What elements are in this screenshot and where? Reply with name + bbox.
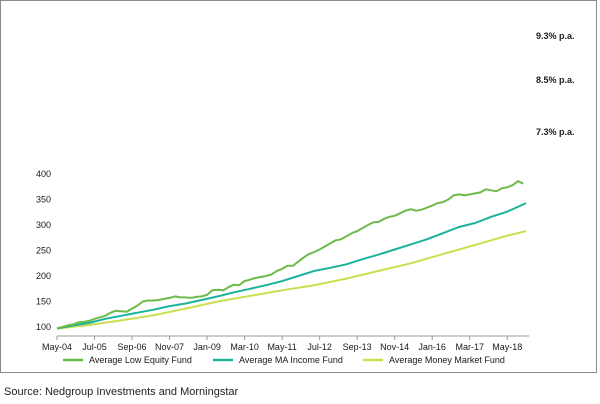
end-label-1: 9.3% p.a. — [536, 31, 575, 41]
x-tick-label: Jan-09 — [193, 342, 221, 352]
source-note: Source: Nedgroup Investments and Morning… — [4, 386, 239, 398]
axes: 100 150 200 250 300 350 400 May-04 Jul-05 Sep-06 N… — [36, 169, 529, 352]
x-tick-label: Jul-05 — [82, 342, 107, 352]
legend: Average Low Equity Fund Average MA Income… — [63, 355, 505, 365]
y-tick-label: 200 — [36, 271, 51, 281]
x-tick-label: May-11 — [267, 342, 296, 352]
x-tick-label: Jul-12 — [307, 342, 332, 352]
x-tick-label: Nov-07 — [155, 342, 184, 352]
series-line-3 — [56, 230, 527, 330]
legend-label-2: Average MA Income Fund — [239, 355, 343, 365]
y-tick-label: 300 — [36, 220, 51, 230]
x-tick-label: Mar-10 — [230, 342, 259, 352]
y-tick-label: 100 — [36, 322, 51, 332]
legend-label-3: Average Money Market Fund — [389, 355, 505, 365]
x-tick-label: May-04 — [42, 342, 72, 352]
y-tick-label: 250 — [36, 246, 51, 256]
y-tick-label: 350 — [36, 195, 51, 205]
x-tick-label: Sep-13 — [343, 342, 372, 352]
x-tick-label: Sep-06 — [118, 342, 147, 352]
series-line-2 — [56, 202, 527, 330]
y-tick-label: 400 — [36, 169, 51, 179]
x-tick-label: Jan-16 — [418, 342, 446, 352]
chart-frame: 100 150 200 250 300 350 400 May-04 Jul-05 Sep-06 N… — [0, 0, 597, 373]
series-line-1 — [56, 180, 524, 330]
x-tick-label: Nov-14 — [380, 342, 409, 352]
end-label-2: 8.5% p.a. — [536, 75, 575, 85]
line-chart: 100 150 200 250 300 350 400 May-04 Jul-05 Sep-06 N… — [36, 31, 575, 365]
y-tick-label: 150 — [36, 297, 51, 307]
x-tick-label: May-18 — [492, 342, 522, 352]
labels-layer: 9.3% p.a. 8.5% p.a. 7.3% p.a. — [536, 31, 575, 137]
x-tick-label: Mar-17 — [455, 342, 484, 352]
end-label-3: 7.3% p.a. — [536, 127, 575, 137]
legend-label-1: Average Low Equity Fund — [89, 355, 192, 365]
series-layer — [56, 180, 527, 330]
